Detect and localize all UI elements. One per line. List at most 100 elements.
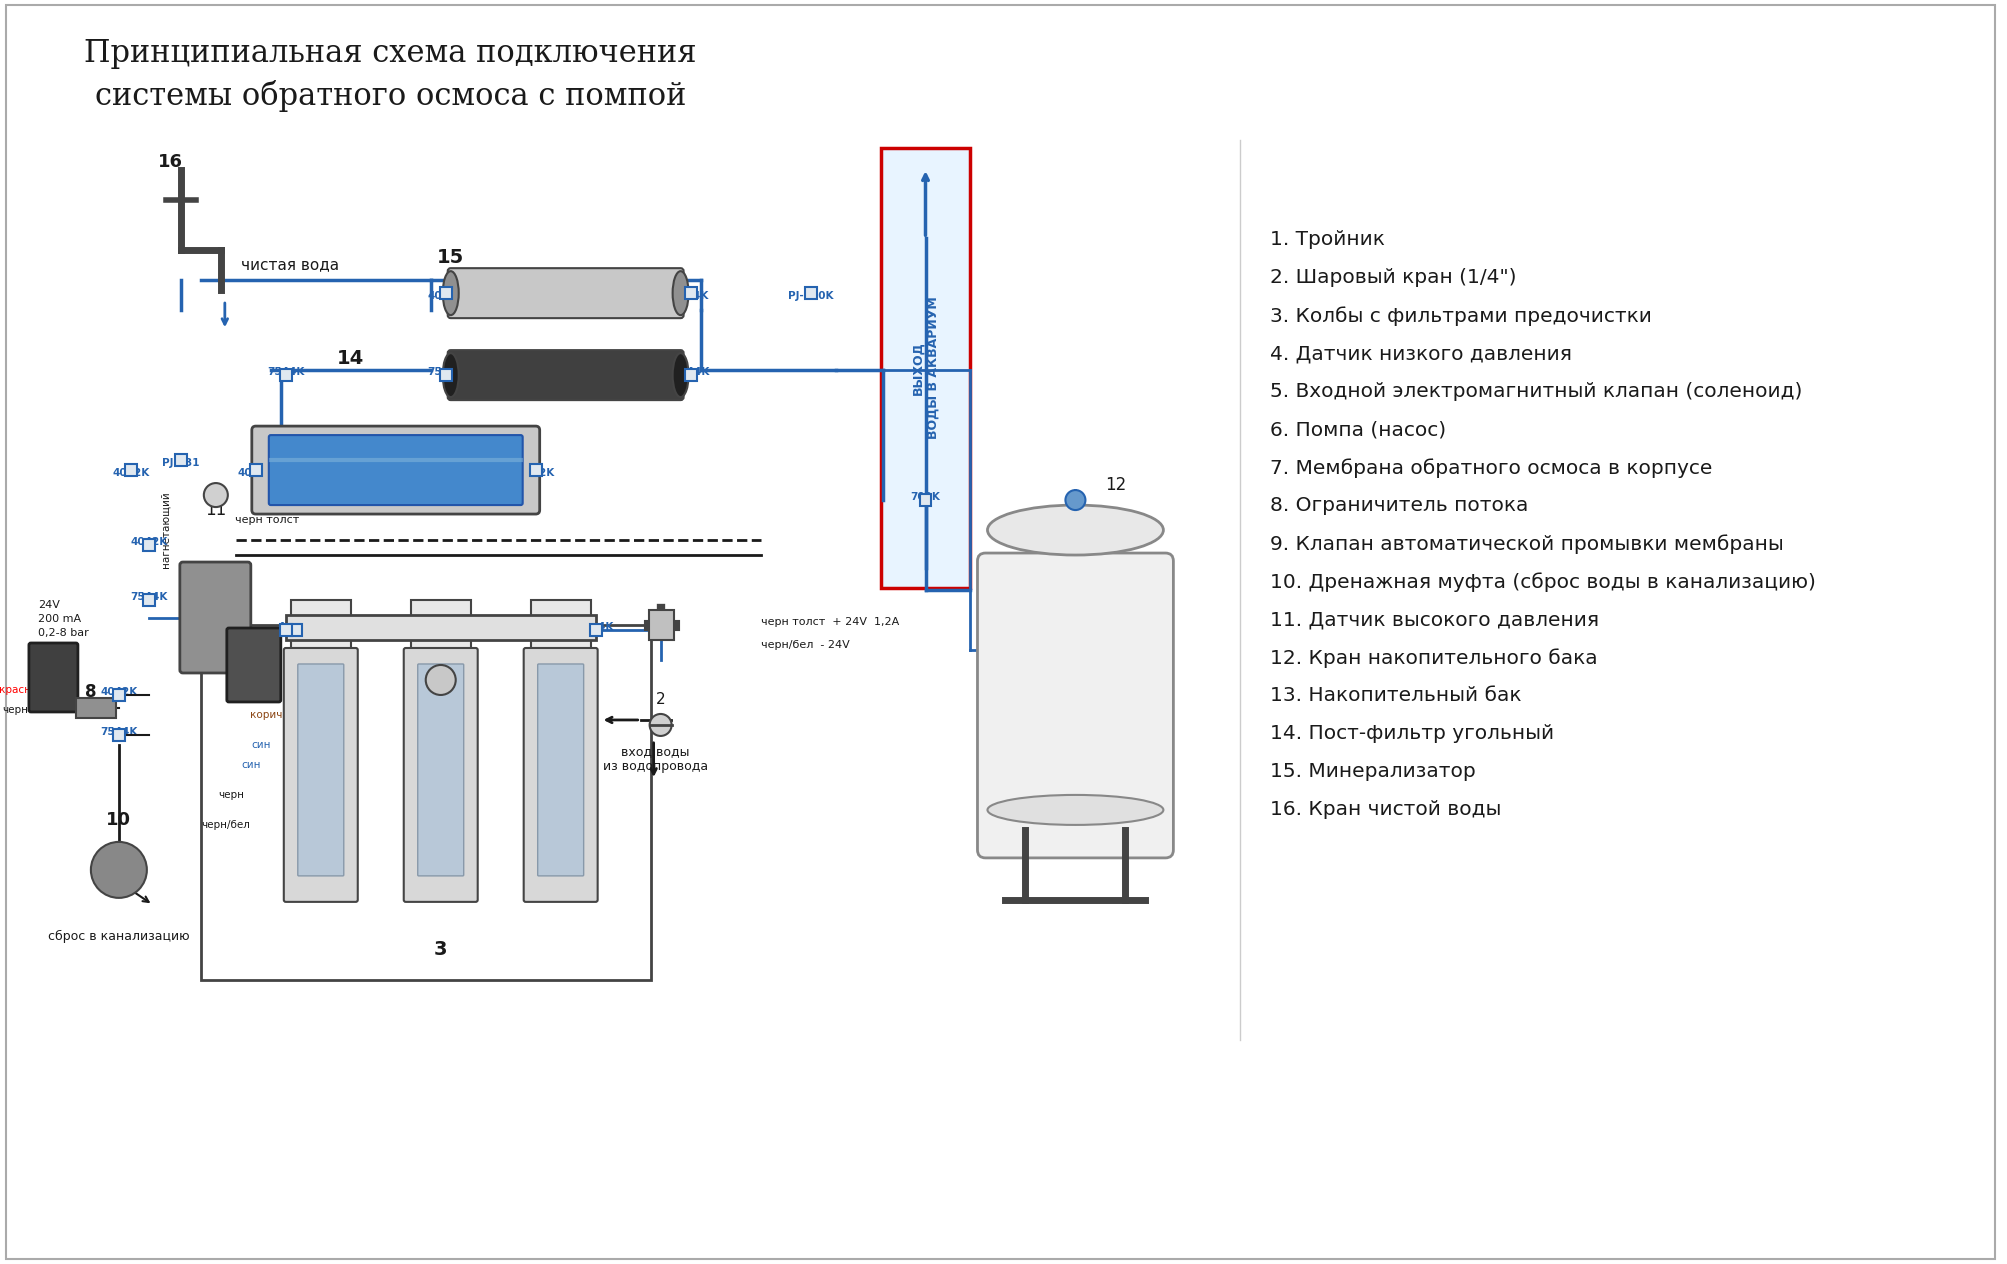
FancyBboxPatch shape (448, 268, 682, 319)
Text: 10. Дренажная муфта (сброс воды в канализацию): 10. Дренажная муфта (сброс воды в канали… (1270, 573, 1814, 592)
Text: 4044K: 4044K (277, 622, 315, 632)
Bar (648, 611, 672, 640)
Bar (249, 464, 261, 477)
Text: черн: черн (427, 695, 454, 705)
Bar (201, 624, 650, 980)
Bar (142, 538, 155, 551)
Text: чистая вода: чистая вода (241, 258, 339, 273)
Text: 11. Датчик высокого давления: 11. Датчик высокого давления (1270, 611, 1600, 629)
Circle shape (205, 483, 227, 507)
Text: 7544K: 7544K (427, 367, 464, 377)
Text: системы обратного осмоса с помпой: системы обратного осмоса с помпой (94, 80, 686, 112)
Ellipse shape (442, 353, 458, 397)
Text: 4044K: 4044K (672, 291, 708, 301)
FancyBboxPatch shape (283, 648, 357, 902)
Text: красн: красн (295, 729, 327, 739)
Text: 13: 13 (1086, 580, 1114, 599)
Text: красн: красн (325, 680, 357, 690)
FancyBboxPatch shape (524, 648, 598, 902)
Text: 16. Кран чистой воды: 16. Кран чистой воды (1270, 800, 1501, 819)
Text: 10: 10 (106, 811, 130, 829)
Text: вход воды
из водопровода: вход воды из водопровода (602, 744, 708, 774)
Text: сброс в канализацию: сброс в канализацию (48, 930, 189, 943)
FancyBboxPatch shape (977, 554, 1172, 858)
Ellipse shape (987, 506, 1162, 555)
FancyBboxPatch shape (417, 664, 464, 876)
Circle shape (1066, 490, 1086, 511)
Bar (112, 729, 124, 741)
Text: син: син (241, 760, 261, 770)
Text: нагнетающий: нагнетающий (161, 492, 171, 569)
Text: PJ-031: PJ-031 (163, 458, 199, 468)
Text: 9. Клапан автоматической промывки мембраны: 9. Клапан автоматической промывки мембра… (1270, 535, 1782, 554)
Bar (279, 369, 291, 382)
Text: черн/бел  - 24V: черн/бел - 24V (761, 640, 849, 650)
Text: 5: 5 (249, 653, 259, 672)
Circle shape (650, 714, 670, 736)
Text: 16: 16 (159, 153, 183, 171)
Text: 12. Кран накопительного бака: 12. Кран накопительного бака (1270, 648, 1598, 667)
Bar (291, 600, 351, 650)
Text: черн: черн (2, 705, 28, 715)
Text: 4. Датчик низкого давления: 4. Датчик низкого давления (1270, 344, 1571, 363)
Text: 24V
200 mA
0,2-8 bar
18 sec: 24V 200 mA 0,2-8 bar 18 sec (38, 600, 88, 652)
Text: 1. Тройник: 1. Тройник (1270, 230, 1385, 249)
Text: 3. Колбы с фильтрами предочистки: 3. Колбы с фильтрами предочистки (1270, 306, 1652, 326)
Bar (440, 369, 452, 382)
FancyBboxPatch shape (448, 350, 682, 401)
Text: 14: 14 (337, 349, 363, 368)
Bar (76, 698, 116, 718)
Bar (530, 600, 590, 650)
Text: 2: 2 (656, 693, 664, 708)
Ellipse shape (987, 795, 1162, 825)
FancyBboxPatch shape (181, 562, 251, 672)
Text: черн толст: черн толст (235, 514, 299, 525)
Text: коричн/бел: коричн/бел (249, 710, 311, 720)
Text: 4042K: 4042K (112, 468, 149, 478)
Bar (919, 494, 931, 506)
Text: красн: красн (411, 659, 442, 667)
Text: черн: черн (217, 790, 243, 800)
Bar (590, 624, 602, 636)
Bar (285, 616, 596, 640)
Text: 7. Мембрана обратного осмоса в корпусе: 7. Мембрана обратного осмоса в корпусе (1270, 458, 1712, 478)
Text: 8: 8 (84, 683, 96, 702)
Ellipse shape (672, 353, 688, 397)
FancyBboxPatch shape (538, 664, 584, 876)
Bar (279, 624, 291, 636)
Text: 7: 7 (389, 426, 401, 445)
Text: 1: 1 (654, 611, 666, 629)
FancyBboxPatch shape (269, 435, 522, 506)
Bar (124, 464, 136, 477)
Text: 12: 12 (1106, 477, 1126, 494)
Text: 4042K: 4042K (237, 468, 275, 478)
FancyBboxPatch shape (297, 664, 343, 876)
Text: 2. Шаровый кран (1/4"): 2. Шаровый кран (1/4") (1270, 268, 1515, 287)
Bar (805, 287, 817, 300)
Text: 9: 9 (46, 667, 58, 685)
Text: 6: 6 (209, 608, 223, 626)
Text: 7544K: 7544K (672, 367, 708, 377)
Ellipse shape (442, 272, 458, 315)
Bar (112, 689, 124, 702)
Text: 4042K: 4042K (130, 537, 167, 547)
Bar (142, 594, 155, 605)
Text: Принципиальная схема подключения: Принципиальная схема подключения (84, 38, 696, 70)
Text: 7544K: 7544K (100, 727, 138, 737)
Text: 7544K: 7544K (267, 367, 305, 377)
Text: 11: 11 (205, 501, 227, 520)
Text: син: син (251, 739, 271, 750)
FancyBboxPatch shape (403, 648, 478, 902)
Text: черн толст  + 24V  1,2A: черн толст + 24V 1,2A (761, 617, 899, 627)
Text: 5. Входной электромагнитный клапан (соленоид): 5. Входной электромагнитный клапан (соле… (1270, 382, 1802, 401)
Ellipse shape (672, 272, 688, 315)
Text: 14. Пост-фильтр угольный: 14. Пост-фильтр угольный (1270, 724, 1553, 743)
Bar (684, 369, 696, 382)
Text: AQUA·UA: AQUA·UA (1040, 693, 1110, 708)
Bar (411, 600, 470, 650)
Text: 4044K: 4044K (576, 622, 614, 632)
Text: 7544K: 7544K (130, 592, 167, 602)
Text: 4044K: 4044K (427, 291, 464, 301)
Text: 702K: 702K (909, 492, 939, 502)
Bar (175, 454, 187, 466)
